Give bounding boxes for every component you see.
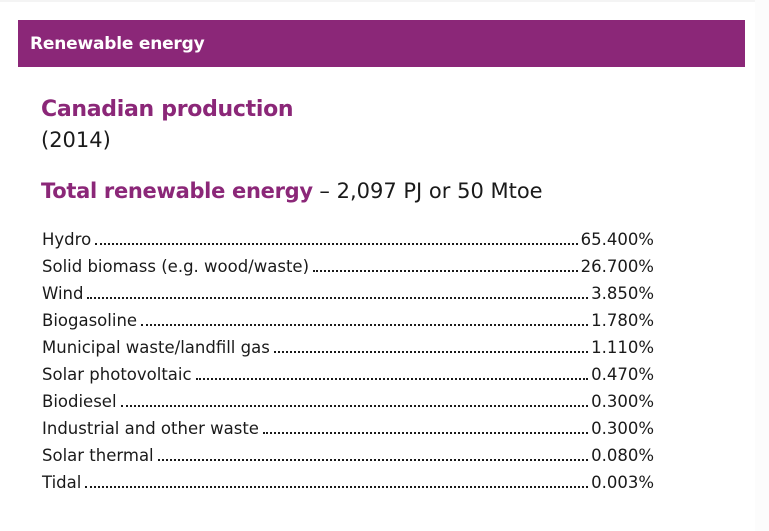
total-value: – 2,097 PJ or 50 Mtoe: [312, 179, 543, 203]
dot-leader: [273, 351, 589, 353]
source-label: Solid biomass (e.g. wood/waste): [42, 257, 310, 276]
source-label: Biogasoline: [42, 311, 138, 330]
source-share: 65.400%: [580, 230, 654, 249]
energy-source-list: Hydro 65.400% Solid biomass (e.g. wood/w…: [42, 230, 654, 500]
total-renewable-line: Total renewable energy – 2,097 PJ or 50 …: [41, 179, 543, 203]
source-label: Hydro: [42, 230, 92, 249]
list-item: Biodiesel 0.300%: [42, 392, 654, 419]
source-share: 1.780%: [591, 311, 654, 330]
source-label: Industrial and other waste: [42, 419, 259, 438]
dot-leader: [87, 297, 589, 299]
page-right-margin: [755, 0, 769, 531]
source-label: Biodiesel: [42, 392, 117, 411]
list-item: Solar photovoltaic 0.470%: [42, 365, 654, 392]
list-item: Solar thermal 0.080%: [42, 446, 654, 473]
dot-leader: [85, 486, 589, 488]
source-share: 26.700%: [580, 257, 654, 276]
source-share: 0.080%: [591, 446, 654, 465]
list-item: Municipal waste/landfill gas 1.110%: [42, 338, 654, 365]
source-label: Solar thermal: [42, 446, 154, 465]
source-share: 0.470%: [591, 365, 654, 384]
dot-leader: [157, 459, 589, 461]
dot-leader: [313, 270, 578, 272]
dot-leader: [95, 243, 578, 245]
source-label: Municipal waste/landfill gas: [42, 338, 270, 357]
source-label: Solar photovoltaic: [42, 365, 192, 384]
source-share: 1.110%: [591, 338, 654, 357]
source-label: Wind: [42, 284, 84, 303]
source-share: 0.003%: [591, 473, 654, 492]
header-band: Renewable energy: [18, 20, 745, 67]
header-title: Renewable energy: [30, 33, 205, 54]
list-item: Wind 3.850%: [42, 284, 654, 311]
list-item: Solid biomass (e.g. wood/waste) 26.700%: [42, 257, 654, 284]
section-heading: Canadian production: [41, 97, 294, 122]
list-item: Biogasoline 1.780%: [42, 311, 654, 338]
list-item: Industrial and other waste 0.300%: [42, 419, 654, 446]
total-label: Total renewable energy: [41, 179, 313, 203]
source-share: 0.300%: [591, 392, 654, 411]
source-share: 0.300%: [591, 419, 654, 438]
source-share: 3.850%: [591, 284, 654, 303]
list-item: Hydro 65.400%: [42, 230, 654, 257]
dot-leader: [195, 378, 589, 380]
dot-leader: [262, 432, 589, 434]
dot-leader: [120, 405, 589, 407]
section-year: (2014): [41, 128, 111, 152]
list-item: Tidal 0.003%: [42, 473, 654, 500]
source-label: Tidal: [42, 473, 82, 492]
dot-leader: [141, 324, 589, 326]
page-top-edge: [0, 0, 769, 2]
